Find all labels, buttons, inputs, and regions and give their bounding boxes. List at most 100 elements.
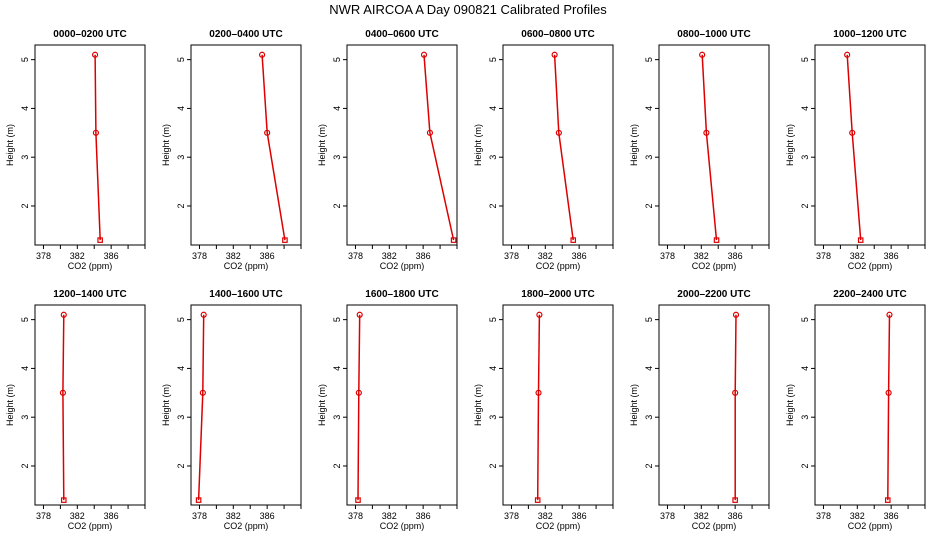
- plot-frame: [346, 44, 458, 246]
- y-tick-label: 3: [176, 155, 186, 160]
- x-tick-label: 382: [70, 251, 85, 261]
- x-axis-label: CO2 (ppm): [380, 261, 425, 271]
- data-point: [258, 51, 266, 58]
- y-tick-label: 5: [20, 57, 30, 62]
- data-point: [713, 237, 720, 243]
- y-tick-label: 3: [332, 415, 342, 420]
- x-tick-label: 382: [538, 511, 553, 521]
- y-tick-label: 3: [800, 415, 810, 420]
- x-tick-label: 378: [36, 251, 51, 261]
- data-point: [282, 237, 288, 243]
- data-point: [844, 51, 851, 58]
- data-point: [355, 497, 361, 503]
- plot-frame: [190, 44, 302, 246]
- y-tick-label: 5: [332, 57, 342, 62]
- panel-title: 1000–1200 UTC: [833, 29, 906, 40]
- y-tick-label: 4: [20, 106, 30, 111]
- panel-title: 0400–0600 UTC: [365, 29, 438, 40]
- data-point: [885, 389, 892, 396]
- y-tick-label: 3: [332, 155, 342, 160]
- y-tick-label: 5: [488, 57, 498, 62]
- y-tick-label: 4: [20, 366, 30, 371]
- x-axis-label: CO2 (ppm): [68, 521, 113, 531]
- x-tick-label: 378: [36, 511, 51, 521]
- x-tick-label: 378: [816, 251, 831, 261]
- y-tick-label: 5: [644, 57, 654, 62]
- data-point: [450, 237, 457, 243]
- y-tick-label: 4: [176, 366, 186, 371]
- panel-title: 0000–0200 UTC: [53, 29, 126, 40]
- y-tick-label: 2: [176, 463, 186, 468]
- y-tick-label: 5: [176, 317, 186, 322]
- y-tick-label: 3: [800, 155, 810, 160]
- data-point: [60, 497, 67, 503]
- profile-line: [261, 54, 286, 241]
- figure-title: NWR AIRCOA A Day 090821 Calibrated Profi…: [329, 2, 607, 17]
- x-axis-label: CO2 (ppm): [380, 521, 425, 531]
- data-point: [699, 51, 706, 58]
- y-axis-label: Height (m): [629, 384, 639, 426]
- x-tick-label: 386: [260, 251, 275, 261]
- profile-line: [734, 314, 737, 501]
- x-tick-label: 386: [416, 511, 431, 521]
- panel-title: 0800–1000 UTC: [677, 29, 750, 40]
- x-tick-label: 386: [260, 511, 275, 521]
- x-tick-label: 378: [192, 511, 207, 521]
- x-tick-label: 386: [104, 511, 119, 521]
- panel-title: 1600–1800 UTC: [365, 289, 438, 300]
- y-tick-label: 5: [644, 317, 654, 322]
- y-axis-label: Height (m): [785, 124, 795, 166]
- panel-8: 1400–1600 UTC 378 382 386 2 3 4 5 CO2 (ppm) Heigh…: [161, 289, 302, 531]
- data-point: [91, 51, 99, 58]
- x-tick-label: 378: [660, 511, 675, 521]
- plot-frame: [658, 304, 770, 506]
- y-axis-label: Height (m): [5, 124, 15, 166]
- x-tick-label: 382: [70, 511, 85, 521]
- profile-line: [553, 54, 574, 241]
- plot-frame: [190, 304, 302, 506]
- x-tick-label: 386: [728, 251, 743, 261]
- data-point: [59, 389, 67, 396]
- panel-9: 1600–1800 UTC 378 382 386 2 3 4 5 CO2 (ppm) Heigh…: [317, 289, 458, 531]
- data-point: [555, 129, 562, 136]
- panel-title: 0200–0400 UTC: [209, 29, 282, 40]
- profile-line: [94, 54, 101, 241]
- y-axis-label: Height (m): [317, 384, 327, 426]
- x-tick-label: 382: [226, 511, 241, 521]
- y-tick-label: 2: [488, 203, 498, 208]
- profile-line: [701, 54, 718, 241]
- y-tick-label: 5: [800, 317, 810, 322]
- data-point: [60, 311, 67, 318]
- y-tick-label: 4: [488, 366, 498, 371]
- panel-title: 1800–2000 UTC: [521, 289, 594, 300]
- data-point: [420, 51, 428, 58]
- y-tick-label: 3: [20, 155, 30, 160]
- x-tick-label: 378: [504, 251, 519, 261]
- data-point: [857, 237, 864, 243]
- y-tick-label: 4: [332, 106, 342, 111]
- x-tick-label: 378: [348, 251, 363, 261]
- x-tick-label: 386: [884, 511, 899, 521]
- data-point: [849, 129, 856, 136]
- panel-grid: 0000–0200 UTC 378 382 386 2 3 4 5 CO2 (ppm) Heigh…: [5, 29, 926, 531]
- x-tick-label: 378: [348, 511, 363, 521]
- panel-title: 1200–1400 UTC: [53, 289, 126, 300]
- y-tick-label: 5: [488, 317, 498, 322]
- plot-frame: [502, 304, 614, 506]
- y-tick-label: 3: [488, 155, 498, 160]
- x-axis-label: CO2 (ppm): [536, 261, 581, 271]
- panel-title: 2000–2200 UTC: [677, 289, 750, 300]
- x-axis-label: CO2 (ppm): [692, 261, 737, 271]
- y-tick-label: 3: [644, 415, 654, 420]
- panel-4: 0600–0800 UTC 378 382 386 2 3 4 5 CO2 (ppm) Heigh…: [473, 29, 614, 271]
- data-point: [703, 129, 710, 136]
- panel-7: 1200–1400 UTC 378 382 386 2 3 4 5 CO2 (ppm) Heigh…: [5, 289, 146, 531]
- panel-title: 2200–2400 UTC: [833, 289, 906, 300]
- data-point: [264, 129, 271, 136]
- x-tick-label: 382: [850, 511, 865, 521]
- x-axis-label: CO2 (ppm): [692, 521, 737, 531]
- y-tick-label: 3: [176, 415, 186, 420]
- plot-frame: [34, 304, 146, 506]
- y-tick-label: 3: [20, 415, 30, 420]
